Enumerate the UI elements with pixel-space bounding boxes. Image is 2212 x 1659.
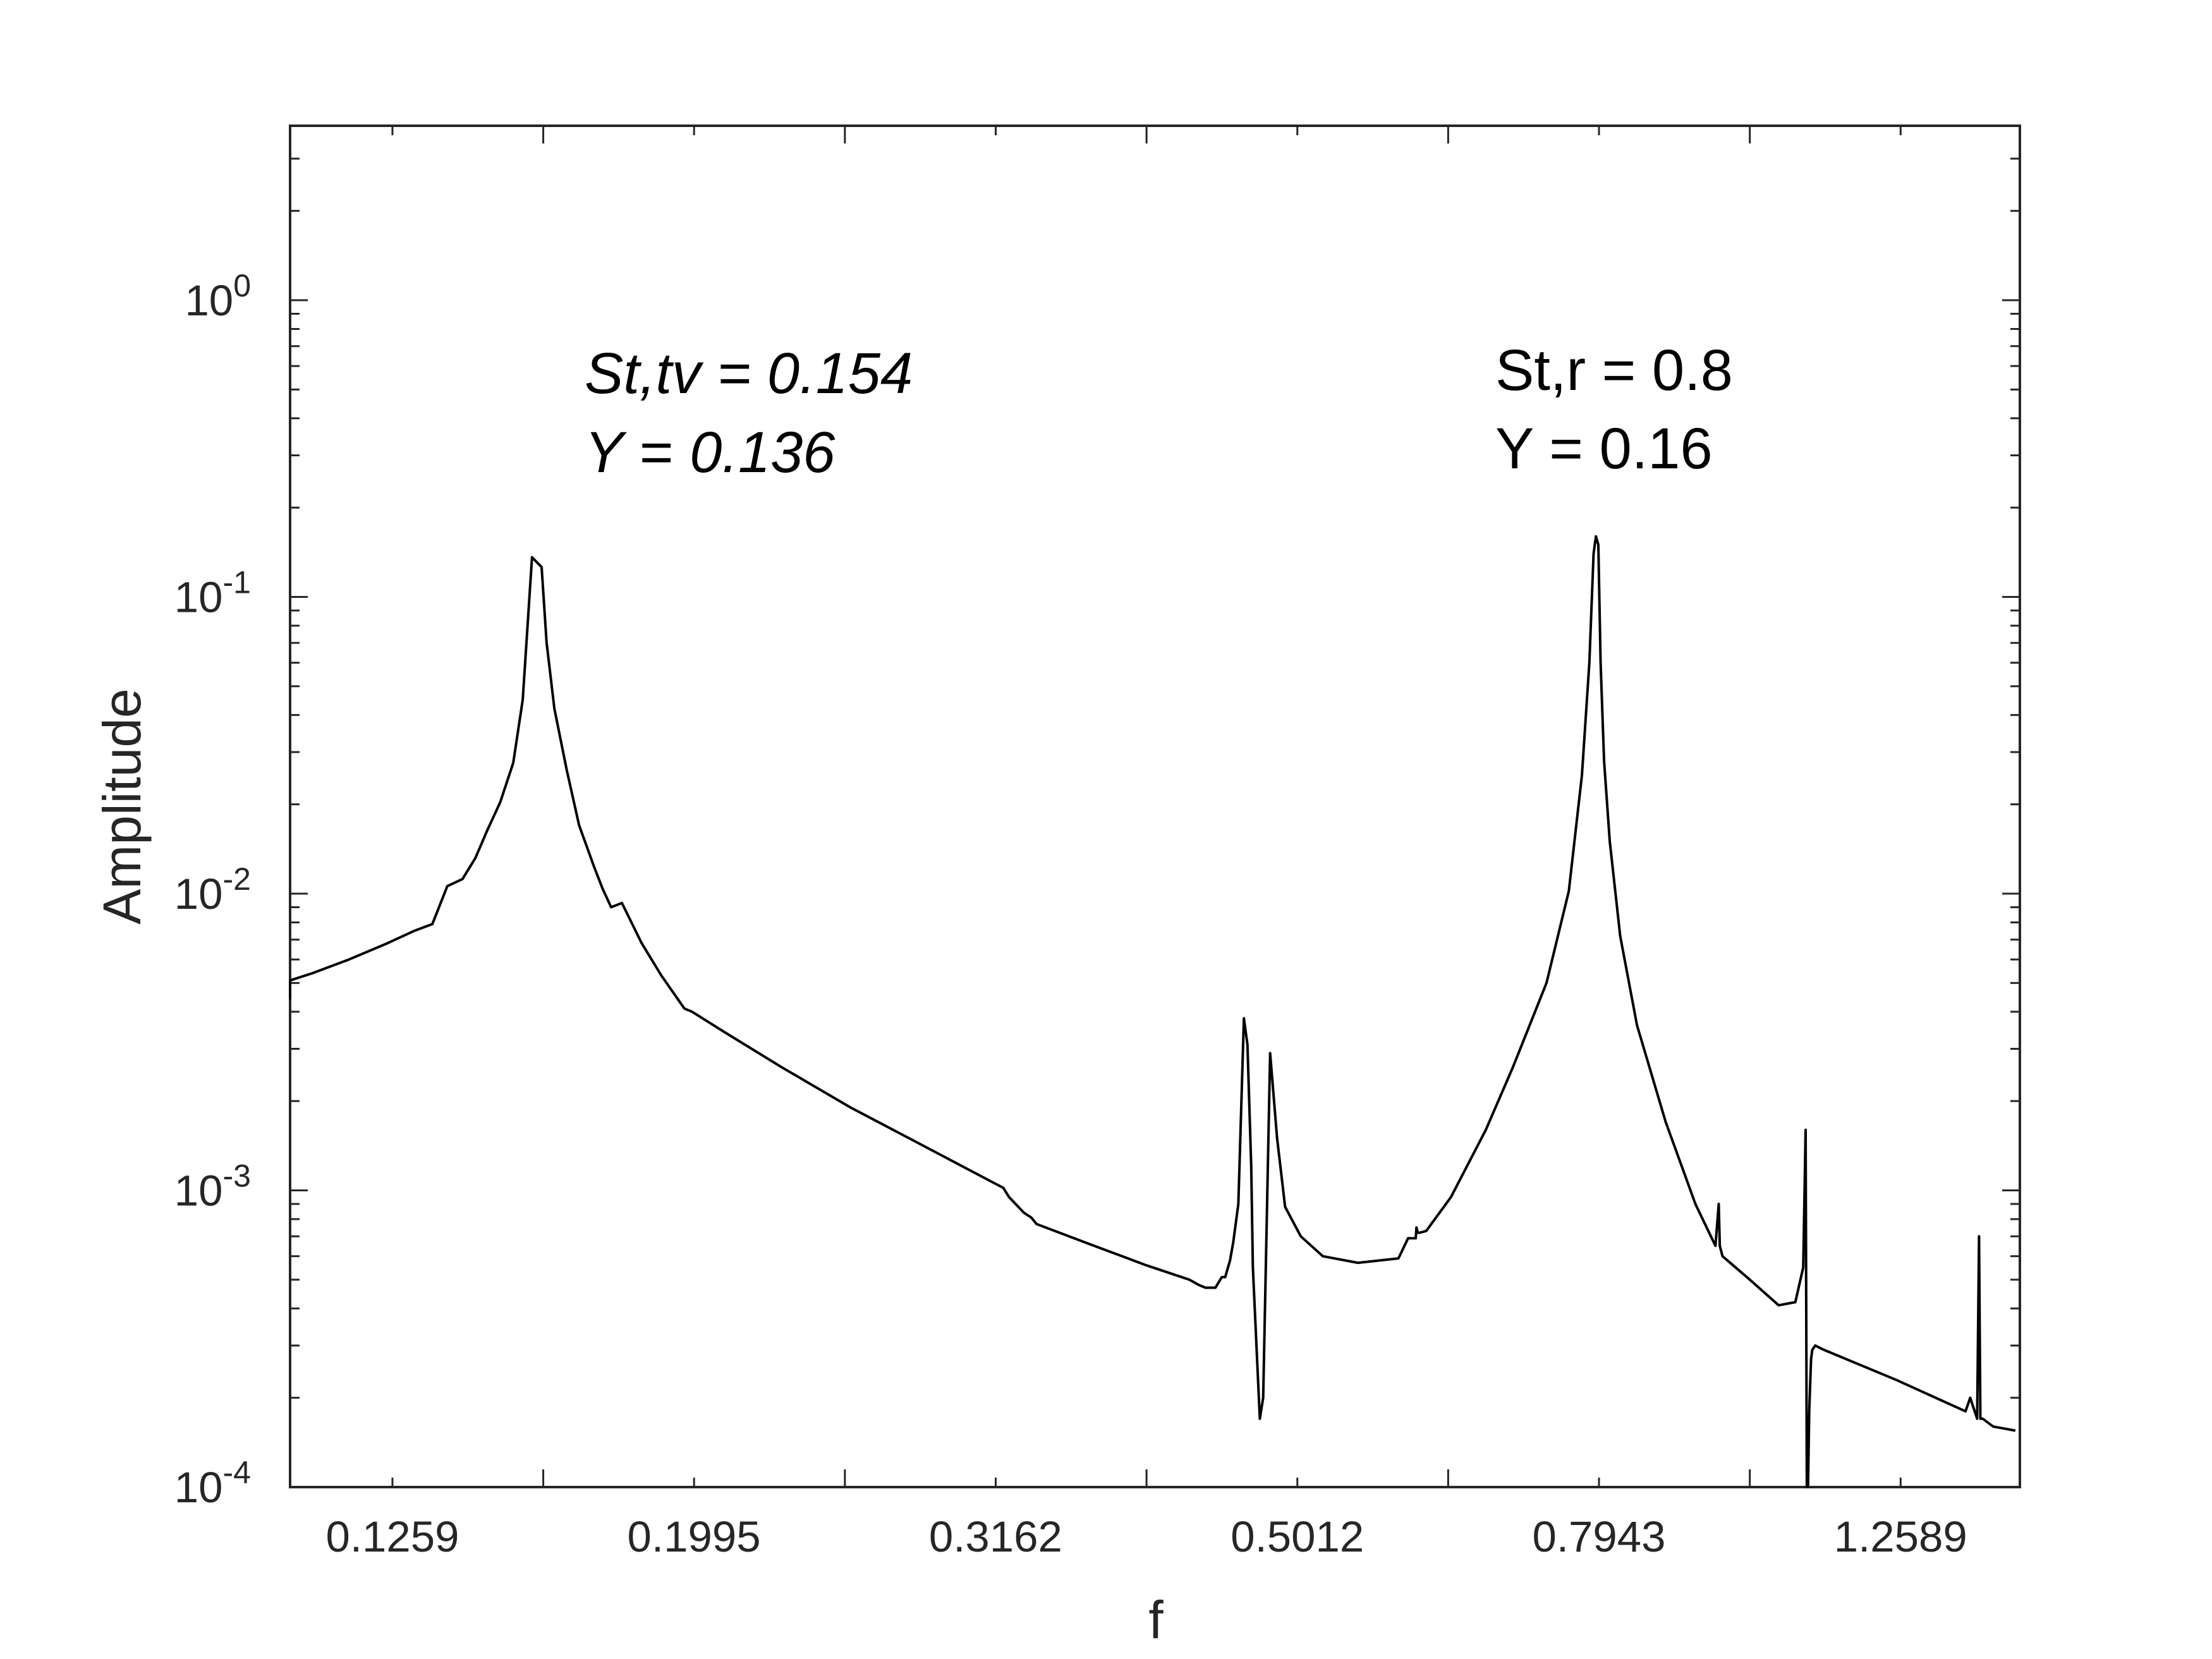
annotation-r: St,r = 0.8 Y = 0.16 bbox=[1495, 338, 1733, 481]
x-axis-label: f bbox=[1148, 1590, 1164, 1650]
tick-labels-layer: 0.1259 0.1995 0.3162 0.5012 0.7943 1.2589 10-4… bbox=[174, 268, 1967, 1561]
y-tick-label: 100 bbox=[185, 268, 251, 325]
ticks-layer bbox=[290, 126, 2020, 1488]
x-tick-label: 1.2589 bbox=[1834, 1512, 1967, 1561]
annotation-r-y-prefix: Y bbox=[1495, 416, 1533, 481]
y-tick-label: 10-3 bbox=[174, 1158, 251, 1215]
y-tick-label: 10-4 bbox=[174, 1455, 251, 1512]
y-axis-label: Amplitude bbox=[92, 688, 152, 925]
svg-text:St,tv = 0.154: St,tv = 0.154 bbox=[585, 341, 913, 406]
y-tick-label: 10-1 bbox=[174, 565, 251, 622]
annotation-r-value: 0.8 bbox=[1652, 338, 1733, 403]
annotation-r-prefix: St,r bbox=[1495, 338, 1586, 403]
svg-text:Y = 0.16: Y = 0.16 bbox=[1495, 416, 1713, 481]
x-tick-label: 0.3162 bbox=[929, 1512, 1062, 1561]
plot-area bbox=[289, 125, 2021, 1488]
x-tick-label: 0.1995 bbox=[628, 1512, 761, 1561]
x-tick-label: 0.7943 bbox=[1532, 1512, 1665, 1561]
svg-text:St,r = 0.8: St,r = 0.8 bbox=[1495, 338, 1733, 403]
annotation-tv-y-value: 0.136 bbox=[690, 420, 836, 485]
annotation-tv-prefix: St,tv bbox=[585, 341, 704, 406]
series-line-amplitude bbox=[289, 535, 2016, 1488]
annotation-tv-y-prefix: Y bbox=[585, 420, 627, 485]
x-tick-label: 0.5012 bbox=[1231, 1512, 1364, 1561]
annotation-tv: St,tv = 0.154 Y = 0.136 bbox=[585, 341, 913, 485]
y-tick-label: 10-2 bbox=[174, 861, 251, 918]
annotation-tv-value: 0.154 bbox=[767, 341, 913, 406]
x-tick-label: 0.1259 bbox=[325, 1512, 459, 1561]
annotation-r-y-value: 0.16 bbox=[1600, 416, 1713, 481]
svg-text:Y = 0.136: Y = 0.136 bbox=[585, 420, 836, 485]
